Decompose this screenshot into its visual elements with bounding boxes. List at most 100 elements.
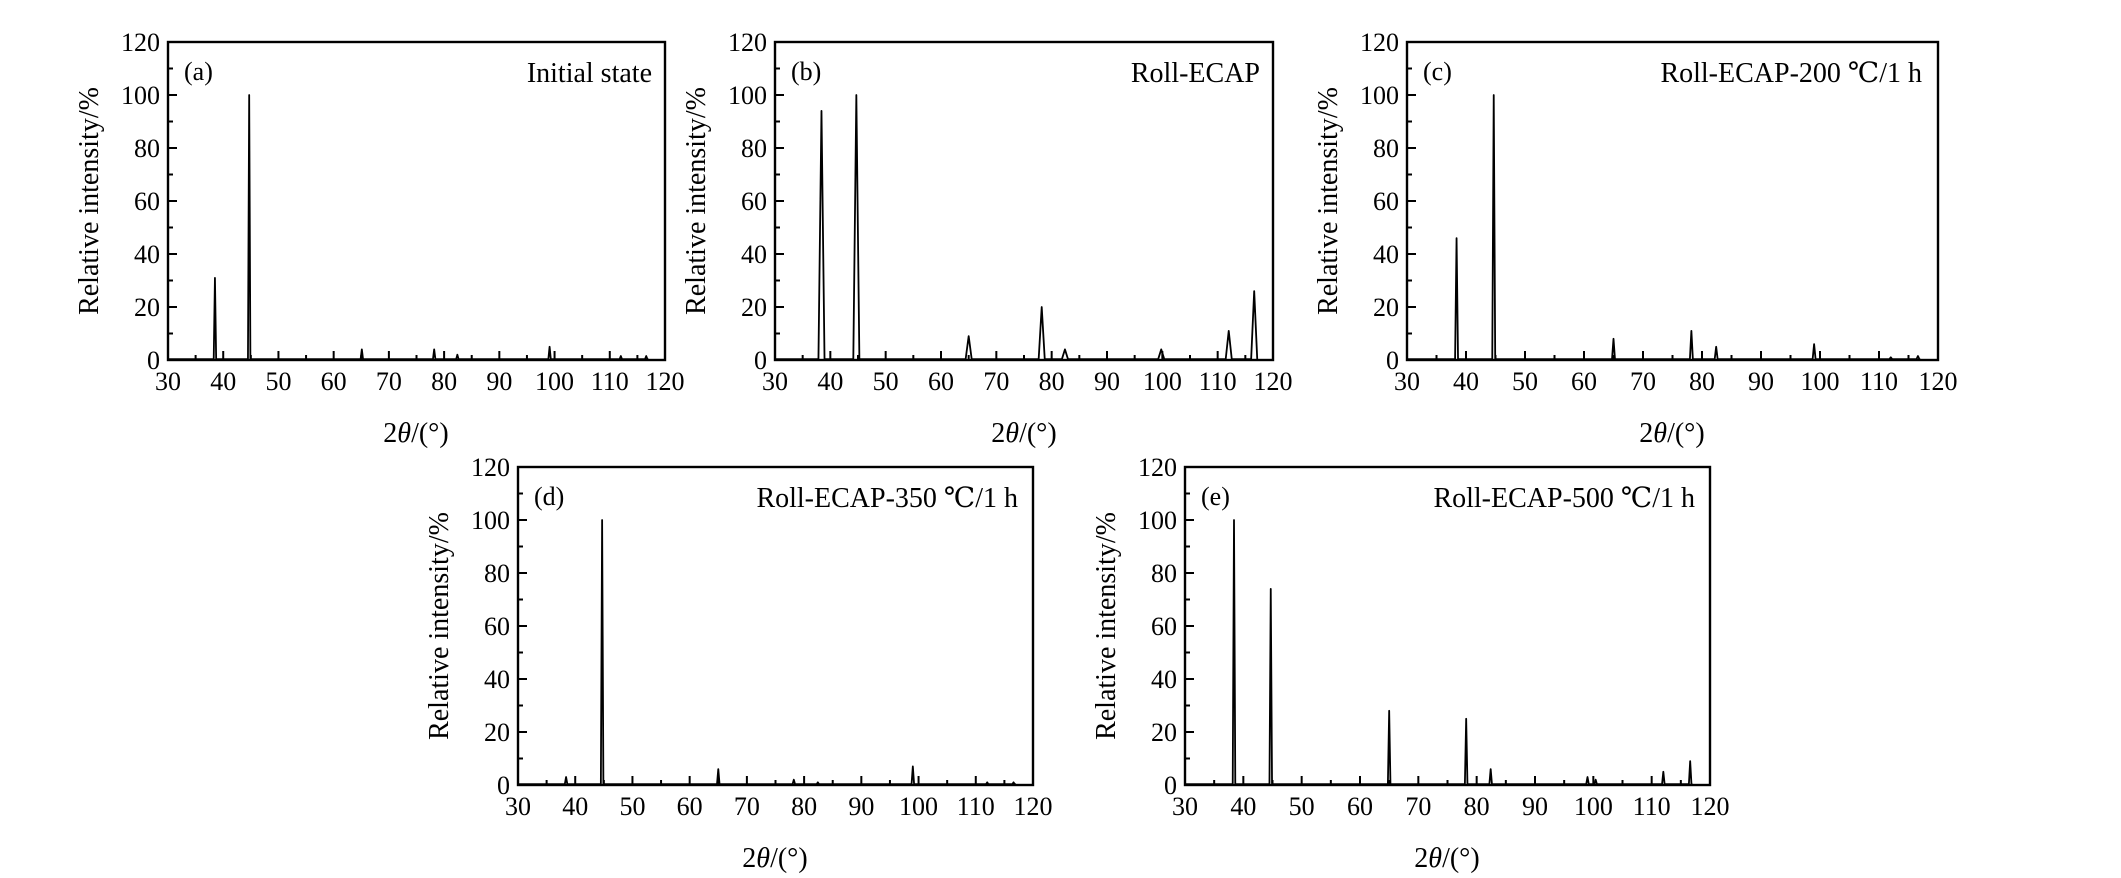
y-tick-label: 120	[728, 28, 767, 57]
y-tick-label: 60	[741, 187, 767, 216]
x-tick-label: 110	[1633, 792, 1671, 821]
panel-letter: (c)	[1423, 57, 1452, 86]
panel-e: 30 40 50 60 70 80 90 100 110 120 0 20 40 60 80 100 120 (…	[1091, 453, 1730, 874]
plot-frame	[1405, 40, 1940, 362]
x-tick-label: 80	[431, 367, 457, 396]
x-tick-label: 30	[505, 792, 531, 821]
y-tick-label: 80	[1373, 134, 1399, 163]
panel-title: Roll-ECAP	[1131, 58, 1260, 89]
x-tick-label: 40	[817, 367, 843, 396]
y-tick-label: 60	[1373, 187, 1399, 216]
y-tick-label: 40	[134, 240, 160, 269]
x-tick-label: 110	[591, 367, 629, 396]
x-tick-label: 120	[1919, 367, 1958, 396]
panel-title: Roll-ECAP-500 ℃/1 h	[1433, 483, 1695, 514]
y-tick-label: 0	[1164, 771, 1177, 800]
y-axis-title: Relative intensity/%	[74, 87, 105, 315]
x-tick-label: 30	[155, 367, 181, 396]
x-tick-label: 120	[1254, 367, 1293, 396]
x-tick-label: 40	[1230, 792, 1256, 821]
x-tick-label: 50	[1512, 367, 1538, 396]
y-tick-label: 40	[1151, 665, 1177, 694]
x-tick-label: 110	[1860, 367, 1898, 396]
x-tick-label: 50	[619, 792, 645, 821]
panel-title: Roll-ECAP-200 ℃/1 h	[1660, 58, 1922, 89]
x-tick-label: 60	[928, 367, 954, 396]
x-tick-label: 60	[1347, 792, 1373, 821]
y-tick-label: 40	[484, 665, 510, 694]
y-axis-title: Relative intensity/%	[1313, 87, 1344, 315]
x-tick-label: 90	[1094, 367, 1120, 396]
x-tick-label: 100	[899, 792, 938, 821]
x-tick-label: 100	[535, 367, 574, 396]
x-axis-title: 2θ/(°)	[991, 418, 1056, 449]
y-axis-title: Relative intensity/%	[1091, 512, 1122, 740]
y-tick-label: 40	[741, 240, 767, 269]
x-tick-label: 90	[1748, 367, 1774, 396]
y-tick-label: 100	[121, 81, 160, 110]
plot-frame	[773, 40, 1275, 362]
x-tick-label: 90	[848, 792, 874, 821]
panel-letter: (e)	[1201, 482, 1230, 511]
diffraction-trace	[1407, 94, 1921, 361]
x-tick-label: 70	[1405, 792, 1431, 821]
axis-ticks: 30 40 50 60 70 80 90 100 110 120 0 20 40 60 80 100 120	[728, 28, 1293, 396]
diffraction-trace	[1185, 519, 1693, 786]
diffraction-trace	[168, 94, 649, 361]
y-tick-label: 0	[497, 771, 510, 800]
panel-letter: (a)	[184, 57, 213, 86]
panel-d: 30 40 50 60 70 80 90 100 110 120 0 20 40 60 80 100 120 (…	[424, 453, 1053, 874]
x-tick-label: 80	[1039, 367, 1065, 396]
x-tick-label: 50	[265, 367, 291, 396]
x-tick-label: 120	[1691, 792, 1730, 821]
x-tick-label: 40	[1453, 367, 1479, 396]
panel-title: Roll-ECAP-350 ℃/1 h	[756, 483, 1018, 514]
x-tick-label: 120	[1014, 792, 1053, 821]
x-tick-label: 80	[1464, 792, 1490, 821]
y-tick-label: 60	[134, 187, 160, 216]
x-tick-label: 40	[210, 367, 236, 396]
panel-title: Initial state	[527, 58, 652, 89]
y-tick-label: 100	[1360, 81, 1399, 110]
y-tick-label: 120	[1138, 453, 1177, 482]
panel-letter: (b)	[791, 57, 821, 86]
x-tick-label: 30	[1172, 792, 1198, 821]
x-tick-label: 100	[1801, 367, 1840, 396]
x-tick-label: 110	[1199, 367, 1237, 396]
x-tick-label: 50	[1289, 792, 1315, 821]
x-tick-label: 70	[376, 367, 402, 396]
x-tick-label: 80	[791, 792, 817, 821]
y-tick-label: 80	[741, 134, 767, 163]
diffraction-trace	[518, 519, 1016, 786]
y-tick-label: 20	[1373, 293, 1399, 322]
x-tick-label: 60	[677, 792, 703, 821]
y-tick-label: 80	[1151, 559, 1177, 588]
axis-ticks: 30 40 50 60 70 80 90 100 110 120 0 20 40 60 80 100 120	[121, 28, 685, 396]
x-tick-label: 30	[1394, 367, 1420, 396]
y-tick-label: 80	[134, 134, 160, 163]
x-tick-label: 50	[873, 367, 899, 396]
y-tick-label: 0	[147, 346, 160, 375]
plot-frame	[166, 40, 667, 362]
x-tick-label: 90	[1522, 792, 1548, 821]
x-tick-label: 70	[983, 367, 1009, 396]
axis-ticks: 30 40 50 60 70 80 90 100 110 120 0 20 40 60 80 100 120	[1138, 453, 1730, 821]
y-tick-label: 0	[1386, 346, 1399, 375]
y-tick-label: 60	[1151, 612, 1177, 641]
y-tick-label: 120	[471, 453, 510, 482]
x-tick-label: 90	[486, 367, 512, 396]
y-tick-label: 20	[1151, 718, 1177, 747]
x-tick-label: 40	[562, 792, 588, 821]
y-tick-label: 20	[741, 293, 767, 322]
y-tick-label: 120	[1360, 28, 1399, 57]
axis-ticks: 30 40 50 60 70 80 90 100 110 120 0 20 40 60 80 100 120	[1360, 28, 1958, 396]
y-tick-label: 100	[1138, 506, 1177, 535]
x-axis-title: 2θ/(°)	[1414, 843, 1479, 874]
y-tick-label: 100	[728, 81, 767, 110]
y-axis-title: Relative intensity/%	[681, 87, 712, 315]
x-tick-label: 30	[762, 367, 788, 396]
x-tick-label: 100	[1143, 367, 1182, 396]
x-tick-label: 70	[734, 792, 760, 821]
x-tick-label: 100	[1574, 792, 1613, 821]
